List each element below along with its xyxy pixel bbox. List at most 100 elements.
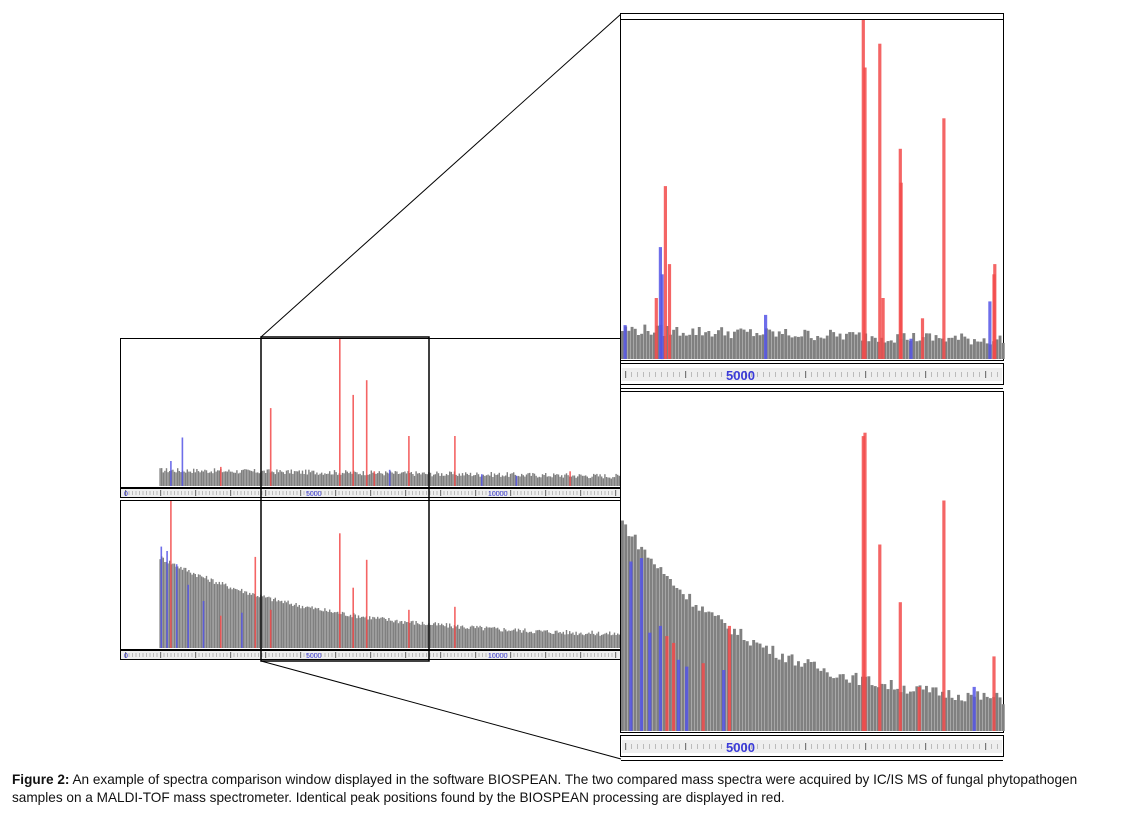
caption-label: Figure 2: [12, 772, 70, 787]
ruler-tick [352, 491, 354, 495]
noise-bar [317, 608, 320, 648]
noise-bar [204, 578, 206, 648]
ruler-2-ticks [125, 652, 617, 658]
ruler-tick [349, 491, 350, 495]
matched-peak-bar [899, 182, 903, 359]
overview-panel-1-frame [120, 338, 621, 488]
noise-bar [189, 471, 192, 486]
ruler-tick [757, 372, 758, 377]
noise-bar [514, 628, 516, 648]
noise-bar [356, 618, 358, 648]
ruler-tick [408, 653, 410, 657]
ruler-tick [847, 744, 848, 749]
noise-bar [455, 626, 457, 648]
noise-bar [263, 470, 265, 486]
ruler-tick [317, 653, 319, 657]
noise-bar [546, 476, 548, 486]
noise-bar [201, 576, 203, 648]
noise-bar [525, 474, 528, 486]
noise-bar [995, 339, 999, 359]
ruler-tick [871, 744, 872, 749]
noise-bar [697, 327, 701, 359]
noise-bar [388, 618, 390, 648]
ruler-tick [538, 491, 539, 495]
noise-bar [902, 333, 906, 359]
ruler-tick [576, 653, 578, 657]
ruler-tick [237, 653, 238, 657]
noise-bar [675, 588, 679, 731]
noise-bar [870, 336, 874, 359]
noise-bar [596, 633, 598, 648]
ruler-tick [363, 491, 364, 495]
noise-bar [209, 472, 211, 486]
noise-bar [396, 619, 398, 648]
noise-bar [311, 470, 313, 486]
ruler-tick [973, 372, 974, 377]
ruler-tick [482, 653, 483, 657]
noise-bar [229, 471, 232, 486]
noise-bar [937, 695, 941, 731]
ruler-tick [359, 653, 361, 657]
zoom-ruler-2[interactable]: 5000 [620, 735, 1004, 761]
ruler-tick [314, 653, 315, 657]
noise-bar [557, 632, 560, 648]
noise-bar [252, 471, 254, 486]
ruler-tick [587, 653, 588, 657]
ruler-tick [499, 653, 501, 657]
noise-bar [569, 631, 571, 648]
noise-bar [963, 701, 967, 731]
ruler-tick [608, 491, 609, 495]
ruler-tick [433, 653, 434, 657]
unmatched-peak-bar [170, 461, 172, 486]
ruler-tick [468, 653, 469, 657]
ruler-tick [251, 491, 252, 495]
ruler-tick [859, 744, 860, 749]
ruler-tick [637, 372, 638, 377]
noise-bar [239, 472, 241, 486]
ruler-tick [244, 653, 245, 657]
ruler-tick [233, 653, 235, 657]
noise-bar [402, 623, 404, 648]
noise-bar [653, 332, 656, 359]
ruler-tick [727, 744, 728, 749]
ruler-tick [853, 372, 854, 377]
noise-bar [343, 473, 345, 486]
noise-bar [610, 478, 612, 486]
noise-bar [873, 686, 877, 731]
noise-bar [565, 630, 568, 648]
noise-bar [533, 473, 536, 486]
noise-bar [742, 640, 746, 731]
matched-peak-bar [170, 501, 172, 648]
noise-bar [565, 473, 568, 486]
noise-bar [245, 591, 248, 648]
ruler-tick [925, 743, 927, 750]
ruler-tick [997, 372, 998, 377]
noise-bar [649, 334, 653, 359]
ruler-tick [454, 491, 455, 495]
noise-bar [575, 477, 577, 486]
noise-bar [596, 473, 598, 486]
ruler-tick [321, 653, 322, 657]
noise-bar [298, 470, 300, 486]
ruler-tick [925, 371, 927, 378]
noise-bar [433, 474, 435, 486]
noise-bar [327, 473, 329, 486]
noise-bar [601, 476, 603, 486]
zoom-selection-rectangle[interactable] [260, 336, 430, 662]
noise-bar [469, 472, 472, 486]
noise-bar [627, 330, 631, 359]
ruler-tick [865, 371, 867, 378]
noise-bar [950, 337, 954, 359]
ruler-tick [282, 653, 284, 657]
overview-ruler-2[interactable]: 0 5000 10000 [120, 650, 621, 661]
ruler-tick [377, 491, 378, 495]
noise-bar [554, 630, 556, 648]
noise-bar [345, 615, 347, 648]
ruler-tick [125, 490, 127, 496]
zoom-ruler-1[interactable]: 5000 [620, 363, 1004, 389]
ruler-tick [637, 744, 638, 749]
overview-ruler-1[interactable]: 0 5000 10000 [120, 488, 621, 499]
noise-bar [889, 680, 893, 731]
noise-bar [822, 668, 826, 731]
